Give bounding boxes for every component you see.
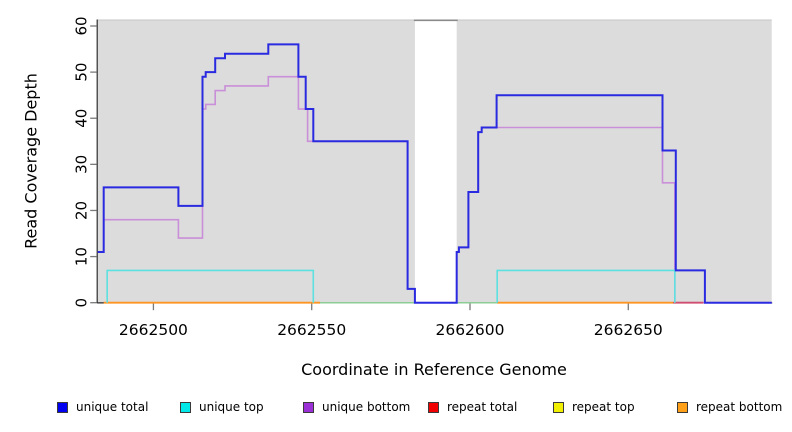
- x-tick-label: 2662650: [594, 321, 663, 339]
- y-tick-label: 10: [73, 247, 91, 266]
- x-tick-label: 2662500: [119, 321, 188, 339]
- y-tick-label: 60: [73, 16, 91, 35]
- y-tick-label: 40: [73, 109, 91, 128]
- y-tick-label: 50: [73, 63, 91, 82]
- series-unique-top: [106, 269, 315, 303]
- series-unique-top: [496, 269, 676, 303]
- x-tick-label: 2662550: [277, 321, 346, 339]
- y-axis-title: Read Coverage Depth: [21, 73, 41, 249]
- series-unique-total: [97, 43, 772, 304]
- y-tick-label: 30: [73, 155, 91, 174]
- gap-band: [414, 20, 457, 304]
- x-tick-label: 2662600: [435, 321, 504, 339]
- x-axis-title: Coordinate in Reference Genome: [301, 360, 567, 379]
- y-tick-label: 20: [73, 201, 91, 220]
- y-tick-label: 0: [73, 298, 91, 308]
